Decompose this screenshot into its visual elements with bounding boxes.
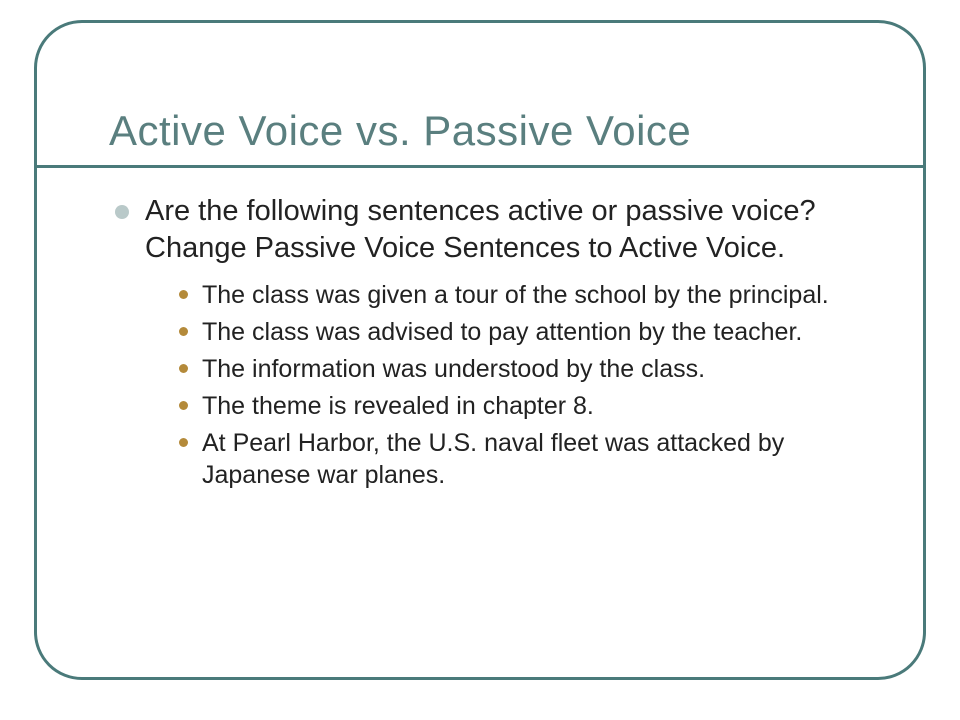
list-item: The class was advised to pay attention b… (179, 316, 863, 348)
dot-bullet-icon (179, 438, 188, 447)
dot-bullet-icon (179, 290, 188, 299)
dot-bullet-icon (179, 364, 188, 373)
dot-bullet-icon (179, 401, 188, 410)
circle-bullet-icon (115, 205, 129, 219)
list-item: The information was understood by the cl… (179, 353, 863, 385)
list-item: At Pearl Harbor, the U.S. naval fleet wa… (179, 427, 863, 491)
intro-text: Are the following sentences active or pa… (145, 193, 863, 267)
sentence-text: At Pearl Harbor, the U.S. naval fleet wa… (202, 427, 863, 491)
slide-body: Are the following sentences active or pa… (115, 193, 863, 496)
slide-title: Active Voice vs. Passive Voice (109, 107, 923, 155)
title-region: Active Voice vs. Passive Voice (37, 107, 923, 168)
sentence-text: The class was advised to pay attention b… (202, 316, 802, 348)
sentence-text: The information was understood by the cl… (202, 353, 705, 385)
sentence-text: The theme is revealed in chapter 8. (202, 390, 594, 422)
sentence-text: The class was given a tour of the school… (202, 279, 829, 311)
title-rule (37, 165, 923, 168)
dot-bullet-icon (179, 327, 188, 336)
slide-frame: Active Voice vs. Passive Voice Are the f… (34, 20, 926, 680)
intro-item: Are the following sentences active or pa… (115, 193, 863, 267)
list-item: The theme is revealed in chapter 8. (179, 390, 863, 422)
list-item: The class was given a tour of the school… (179, 279, 863, 311)
sentence-list: The class was given a tour of the school… (179, 279, 863, 491)
